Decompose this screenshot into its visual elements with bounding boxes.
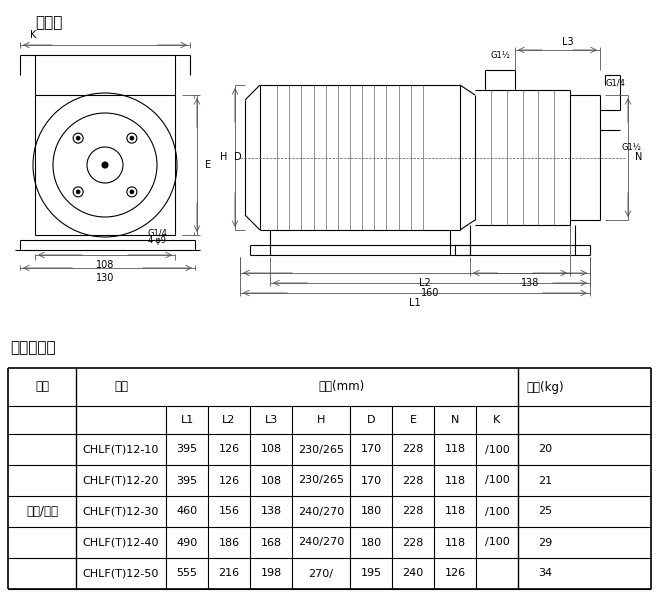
Text: 395: 395	[177, 476, 198, 485]
Text: 186: 186	[218, 537, 240, 548]
Text: 21: 21	[538, 476, 552, 485]
Text: G1/4: G1/4	[148, 228, 168, 237]
Text: 108: 108	[260, 476, 281, 485]
Text: 460: 460	[177, 507, 198, 517]
Text: CHLF(T)12-20: CHLF(T)12-20	[83, 476, 159, 485]
Text: 168: 168	[260, 537, 281, 548]
Text: /100: /100	[484, 507, 509, 517]
Text: 118: 118	[444, 476, 465, 485]
Text: 170: 170	[360, 476, 382, 485]
Text: 180: 180	[360, 537, 382, 548]
Text: 118: 118	[444, 507, 465, 517]
Text: E: E	[205, 160, 211, 170]
Text: 240/270: 240/270	[298, 507, 344, 517]
Circle shape	[130, 136, 134, 140]
Text: CHLF(T)12-40: CHLF(T)12-40	[83, 537, 159, 548]
Text: 29: 29	[538, 537, 553, 548]
Circle shape	[102, 162, 108, 168]
Text: H: H	[317, 415, 325, 425]
Text: 228: 228	[402, 476, 424, 485]
Text: /100: /100	[484, 537, 509, 548]
Text: 216: 216	[218, 569, 240, 578]
Text: 尺寸和重量: 尺寸和重量	[10, 340, 55, 355]
Text: D: D	[367, 415, 375, 425]
Text: 170: 170	[360, 444, 382, 455]
Text: 118: 118	[444, 444, 465, 455]
Text: 230/265: 230/265	[298, 476, 344, 485]
Text: 160: 160	[421, 288, 439, 298]
Text: 395: 395	[177, 444, 198, 455]
Text: G1½: G1½	[622, 143, 642, 152]
Text: D: D	[235, 153, 242, 162]
Circle shape	[130, 190, 134, 194]
Text: 180: 180	[360, 507, 382, 517]
Text: 228: 228	[402, 537, 424, 548]
Text: 126: 126	[218, 476, 240, 485]
Text: 126: 126	[218, 444, 240, 455]
Text: 138: 138	[521, 278, 539, 288]
Text: L1: L1	[181, 415, 194, 425]
Text: 尺寸(mm): 尺寸(mm)	[319, 380, 365, 394]
Text: 228: 228	[402, 507, 424, 517]
Text: 25: 25	[538, 507, 552, 517]
Text: 228: 228	[402, 444, 424, 455]
Text: 34: 34	[538, 569, 552, 578]
Text: 安装图: 安装图	[35, 15, 63, 30]
Text: 20: 20	[538, 444, 552, 455]
Text: 电机: 电机	[35, 380, 49, 394]
Text: 230/265: 230/265	[298, 444, 344, 455]
Text: 240/270: 240/270	[298, 537, 344, 548]
Text: K: K	[30, 30, 36, 40]
Text: 型号: 型号	[114, 380, 128, 394]
Text: 198: 198	[260, 569, 281, 578]
Text: CHLF(T)12-30: CHLF(T)12-30	[83, 507, 159, 517]
Text: L2: L2	[419, 278, 431, 288]
Text: L3: L3	[264, 415, 277, 425]
Text: L2: L2	[222, 415, 236, 425]
Text: E: E	[409, 415, 416, 425]
Text: 270/: 270/	[308, 569, 333, 578]
Text: 重量(kg): 重量(kg)	[527, 380, 564, 394]
Text: 555: 555	[177, 569, 198, 578]
Text: K: K	[494, 415, 501, 425]
Text: CHLF(T)12-50: CHLF(T)12-50	[83, 569, 159, 578]
Text: N: N	[451, 415, 459, 425]
Text: L1: L1	[409, 298, 421, 308]
Text: 三相/单相: 三相/单相	[26, 505, 58, 518]
Text: H: H	[219, 153, 227, 162]
Text: 240: 240	[403, 569, 424, 578]
Circle shape	[76, 136, 80, 140]
Text: 130: 130	[96, 273, 114, 283]
Text: G1/4: G1/4	[605, 79, 625, 88]
Text: 490: 490	[177, 537, 198, 548]
Text: 195: 195	[360, 569, 382, 578]
Text: 108: 108	[96, 260, 114, 270]
Text: /100: /100	[484, 476, 509, 485]
Circle shape	[76, 190, 80, 194]
Text: G1½: G1½	[490, 51, 510, 60]
Text: CHLF(T)12-10: CHLF(T)12-10	[83, 444, 159, 455]
Text: 118: 118	[444, 537, 465, 548]
Text: 156: 156	[219, 507, 239, 517]
Text: 108: 108	[260, 444, 281, 455]
Text: 126: 126	[444, 569, 465, 578]
Text: L3: L3	[561, 37, 573, 47]
Text: /100: /100	[484, 444, 509, 455]
Text: N: N	[635, 153, 643, 162]
Text: 4-φ9: 4-φ9	[148, 236, 167, 245]
Text: 138: 138	[260, 507, 281, 517]
